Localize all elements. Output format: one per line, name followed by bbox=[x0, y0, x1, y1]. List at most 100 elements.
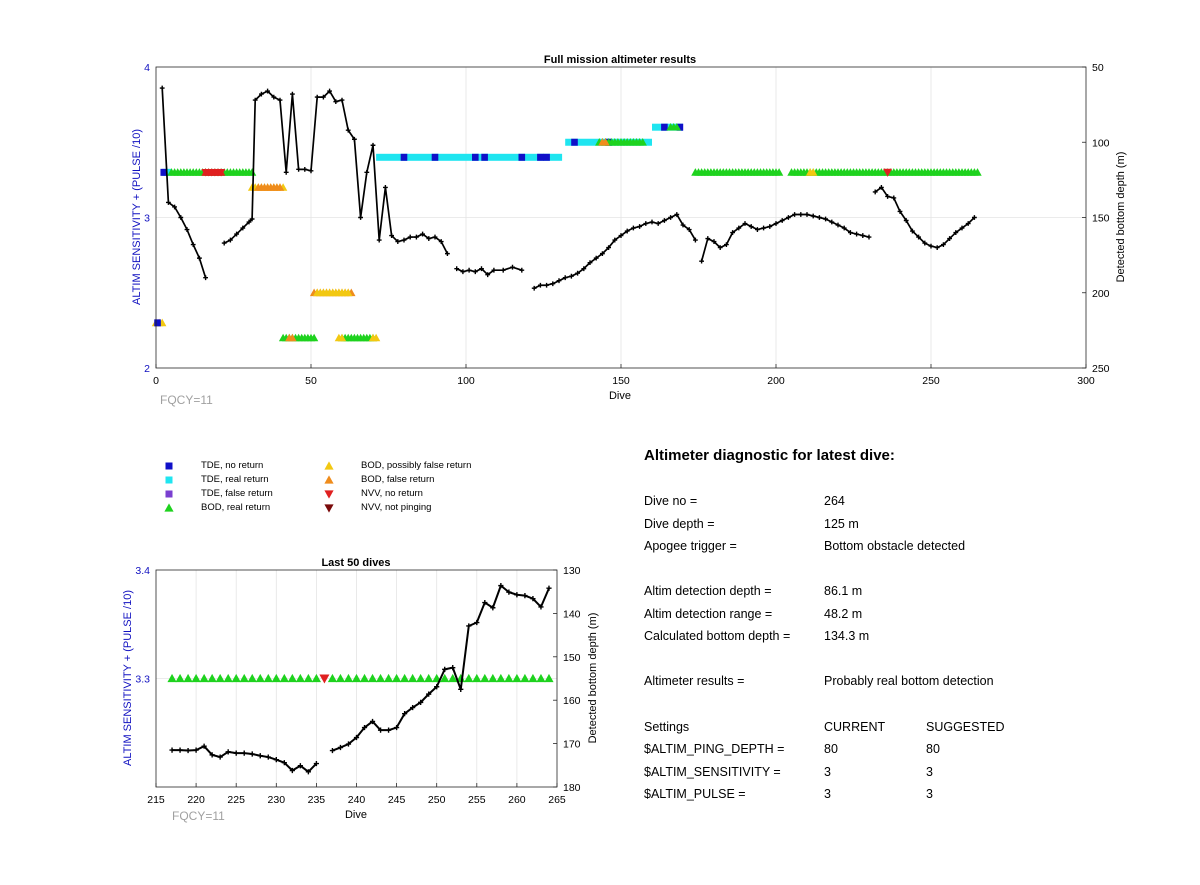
setting-suggested-pulse: 3 bbox=[926, 787, 933, 801]
full-depth-point bbox=[879, 185, 884, 190]
last-depth-point bbox=[297, 763, 303, 769]
full-chart-markers bbox=[151, 123, 982, 342]
full-depth-point bbox=[848, 230, 853, 235]
last-ytick-right-label: 170 bbox=[563, 739, 581, 751]
last-bod-real-marker bbox=[199, 673, 209, 683]
last-bod-real-marker bbox=[400, 673, 410, 683]
last-xtick-label: 245 bbox=[388, 794, 406, 806]
full-depth-point bbox=[249, 216, 255, 222]
full-depth-point bbox=[166, 200, 171, 205]
full-depth-point bbox=[730, 230, 735, 235]
last-chart-ylabel-left: ALTIM SENSITIVITY + (PULSE /10) bbox=[122, 590, 134, 766]
full-depth-point bbox=[674, 212, 680, 217]
last-depth-point bbox=[289, 767, 295, 774]
full-depth-point bbox=[637, 224, 642, 229]
full-depth-point bbox=[972, 215, 977, 220]
last-bod-real-marker bbox=[383, 673, 394, 683]
last-depth-point bbox=[474, 619, 480, 626]
full-depth-point bbox=[466, 267, 472, 273]
last-depth-point bbox=[249, 751, 255, 757]
full-depth-point bbox=[221, 240, 227, 246]
last-bod-real-marker bbox=[536, 673, 546, 683]
last-xtick-label: 265 bbox=[548, 794, 566, 806]
full-tde-no-marker bbox=[571, 138, 578, 146]
full-depth-point bbox=[159, 85, 165, 91]
last-chart-xlabel: Dive bbox=[345, 809, 367, 821]
full-depth-point bbox=[203, 275, 208, 281]
last-bod-real-marker bbox=[239, 673, 249, 683]
last-bod-real-marker bbox=[424, 673, 434, 683]
last-bod-real-marker bbox=[375, 673, 386, 683]
full-depth-point bbox=[965, 221, 971, 226]
last-depth-point bbox=[169, 747, 175, 753]
full-depth-point bbox=[841, 225, 847, 231]
full-depth-point bbox=[265, 88, 270, 94]
last-bod-real-marker bbox=[207, 673, 217, 683]
full-depth-point bbox=[600, 251, 605, 257]
diag-label-dive-no: Dive no = bbox=[644, 494, 698, 508]
last-depth-point bbox=[345, 741, 352, 747]
full-depth-point bbox=[178, 215, 184, 220]
last-bod-real-marker bbox=[287, 673, 297, 683]
last-bod-real-marker bbox=[464, 673, 474, 683]
last-depth-point bbox=[514, 592, 520, 598]
full-depth-point bbox=[358, 215, 363, 220]
full-depth-point bbox=[959, 225, 965, 231]
last-bod-real-marker bbox=[440, 673, 450, 683]
full-xtick-label: 50 bbox=[305, 375, 317, 387]
full-ytick-right-label: 250 bbox=[1092, 363, 1110, 375]
full-chart-xlabel: Dive bbox=[609, 390, 631, 402]
full-depth-point bbox=[339, 97, 345, 103]
last-bod-real-marker bbox=[223, 673, 233, 683]
last-depth-point bbox=[217, 754, 223, 760]
last-bod-real-marker bbox=[496, 673, 506, 683]
legend-markers bbox=[164, 461, 334, 513]
full-depth-point bbox=[395, 239, 401, 244]
full-chart-grid bbox=[156, 67, 1086, 368]
full-depth-point bbox=[649, 219, 655, 225]
full-ytick-right-label: 100 bbox=[1092, 137, 1110, 149]
full-tde-no-marker bbox=[676, 123, 684, 131]
last-chart-markers bbox=[167, 673, 554, 684]
full-depth-point bbox=[327, 88, 332, 94]
diag-value-altim-detection-depth: 86.1 m bbox=[824, 584, 863, 598]
full-depth-point bbox=[370, 142, 376, 148]
last-bod-real-marker bbox=[528, 673, 538, 683]
full-depth-series-line bbox=[161, 88, 207, 278]
full-depth-point bbox=[767, 224, 773, 229]
full-depth-point bbox=[296, 166, 301, 172]
last-bod-real-marker bbox=[335, 673, 346, 683]
full-nvv-no-marker bbox=[216, 168, 226, 177]
setting-suggested-sensitivity: 3 bbox=[926, 765, 933, 779]
full-depth-point bbox=[742, 221, 748, 226]
full-depth-point bbox=[786, 215, 791, 220]
last-bod-real-marker bbox=[408, 673, 418, 683]
last-depth-series-line bbox=[332, 584, 550, 752]
full-depth-point bbox=[491, 267, 497, 273]
last-chart-fqcy: FQCY=11 bbox=[172, 809, 225, 823]
full-tde-no-marker bbox=[400, 153, 408, 161]
diag-value-dive-depth: 125 m bbox=[824, 517, 859, 531]
last-depth-point bbox=[353, 734, 360, 741]
full-depth-series-line bbox=[533, 213, 697, 289]
full-depth-point bbox=[798, 212, 804, 217]
full-bod-real-marker bbox=[309, 333, 319, 342]
settings-header-label: Settings bbox=[644, 720, 690, 734]
full-xtick-label: 100 bbox=[457, 375, 475, 387]
last-depth-point bbox=[233, 750, 239, 756]
last-depth-point bbox=[313, 760, 319, 767]
full-tde-no-marker bbox=[518, 153, 526, 161]
full-depth-point bbox=[860, 233, 866, 238]
last-bod-real-marker bbox=[167, 673, 177, 683]
full-xtick-label: 250 bbox=[922, 375, 940, 387]
full-depth-point bbox=[259, 91, 264, 97]
last-depth-point bbox=[410, 704, 416, 711]
last-bod-real-marker bbox=[359, 673, 370, 683]
full-depth-point bbox=[953, 230, 959, 235]
full-depth-point bbox=[454, 266, 460, 272]
last-bod-real-marker bbox=[295, 673, 305, 683]
full-depth-point bbox=[314, 94, 320, 100]
full-depth-point bbox=[680, 222, 686, 228]
last-depth-point bbox=[273, 757, 279, 763]
full-bod-false-marker bbox=[275, 183, 285, 191]
